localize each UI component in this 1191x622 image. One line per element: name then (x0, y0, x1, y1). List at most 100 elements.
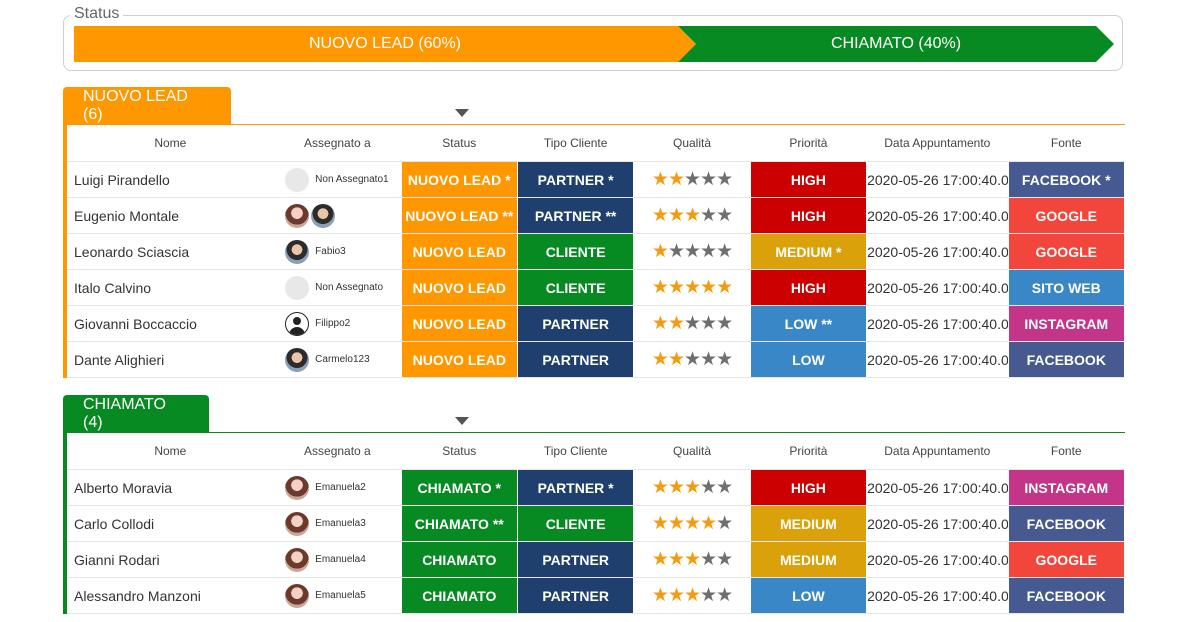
appointment-date[interactable]: 2020-05-26 17:00:40.0 (866, 469, 1009, 506)
star-filled-icon[interactable]: ★ (667, 169, 685, 190)
star-filled-icon[interactable]: ★ (667, 549, 685, 570)
source-badge[interactable]: FACEBOOK (1008, 505, 1126, 542)
star-filled-icon[interactable]: ★ (700, 277, 717, 298)
column-header[interactable]: Data Appuntamento (866, 125, 1009, 162)
source-badge[interactable]: SITO WEB (1008, 269, 1126, 306)
star-filled-icon[interactable]: ★ (683, 277, 701, 298)
priority-badge[interactable]: LOW (750, 341, 868, 378)
appointment-date[interactable]: 2020-05-26 17:00:40.0 (866, 505, 1009, 542)
client-type-badge[interactable]: PARTNER (517, 341, 635, 378)
quality-rating[interactable]: ★★★★★ (633, 505, 751, 542)
appointment-date[interactable]: 2020-05-26 17:00:40.0 (866, 233, 1009, 270)
lead-name-cell[interactable]: Leonardo Sciascia (67, 233, 275, 270)
priority-badge[interactable]: LOW (750, 577, 868, 614)
avatar[interactable] (285, 583, 310, 608)
star-rating[interactable]: ★★★★★ (651, 205, 733, 226)
star-filled-icon[interactable]: ★ (651, 585, 669, 606)
source-badge[interactable]: GOOGLE (1008, 233, 1126, 270)
assignee-cell[interactable]: Non Assegnato (273, 269, 402, 306)
lead-name-cell[interactable]: Alberto Moravia (67, 469, 275, 506)
star-empty-icon[interactable]: ★ (683, 349, 701, 370)
quality-rating[interactable]: ★★★★★ (633, 469, 751, 506)
star-rating[interactable]: ★★★★★ (652, 349, 733, 370)
avatar[interactable] (285, 475, 310, 500)
column-header[interactable]: Tipo Cliente (517, 125, 634, 162)
appointment-date[interactable]: 2020-05-26 17:00:40.0 (866, 305, 1009, 342)
client-type-badge[interactable]: PARTNER ** (517, 197, 635, 234)
table-row[interactable]: Luigi Pirandello Non Assegnato1 NUOVO LEAD… (67, 161, 1126, 198)
star-empty-icon[interactable]: ★ (700, 585, 717, 606)
star-filled-icon[interactable]: ★ (651, 241, 669, 262)
lead-name-cell[interactable]: Dante Alighieri (67, 341, 275, 378)
column-header[interactable]: Qualità (633, 433, 751, 470)
assignee-cell[interactable]: Non Assegnato1 (273, 161, 402, 198)
star-empty-icon[interactable]: ★ (700, 241, 717, 262)
star-rating[interactable]: ★★★★★ (651, 313, 733, 334)
star-rating[interactable]: ★★★★★ (651, 241, 733, 262)
star-filled-icon[interactable]: ★ (683, 205, 701, 226)
star-filled-icon[interactable]: ★ (683, 513, 701, 534)
star-empty-icon[interactable]: ★ (700, 205, 717, 226)
star-filled-icon[interactable]: ★ (683, 477, 701, 498)
quality-rating[interactable]: ★★★★★ (633, 197, 751, 234)
table-row[interactable]: Gianni Rodari Emanuela4 CHIAMATO PARTNER ★★★… (67, 541, 1126, 578)
star-empty-icon[interactable]: ★ (700, 313, 717, 334)
status-badge[interactable]: NUOVO LEAD * (401, 161, 518, 198)
avatar[interactable] (285, 203, 310, 228)
appointment-date[interactable]: 2020-05-26 17:00:40.0 (866, 341, 1009, 378)
lead-name-cell[interactable]: Carlo Collodi (67, 505, 275, 542)
priority-badge[interactable]: MEDIUM * (750, 233, 868, 270)
star-empty-icon[interactable]: ★ (700, 477, 717, 498)
appointment-date[interactable]: 2020-05-26 17:00:40.0 (866, 541, 1009, 578)
star-filled-icon[interactable]: ★ (667, 477, 685, 498)
assignee-cell[interactable]: Filippo2 (273, 305, 402, 342)
lead-name-cell[interactable]: Eugenio Montale (67, 197, 275, 234)
quality-rating[interactable]: ★★★★★ (633, 233, 751, 270)
avatar-placeholder[interactable] (285, 167, 310, 192)
client-type-badge[interactable]: PARTNER (517, 541, 635, 578)
lead-name-cell[interactable]: Italo Calvino (67, 269, 275, 306)
column-header[interactable]: Priorità (750, 433, 867, 470)
quality-rating[interactable]: ★★★★★ (633, 541, 751, 578)
client-type-badge[interactable]: PARTNER * (517, 469, 635, 506)
star-filled-icon[interactable]: ★ (651, 513, 669, 534)
star-filled-icon[interactable]: ★ (651, 313, 669, 334)
star-empty-icon[interactable]: ★ (716, 477, 733, 498)
source-badge[interactable]: INSTAGRAM (1008, 469, 1126, 506)
star-filled-icon[interactable]: ★ (651, 205, 669, 226)
avatar-placeholder[interactable] (285, 275, 310, 300)
star-empty-icon[interactable]: ★ (716, 205, 733, 226)
source-badge[interactable]: INSTAGRAM (1008, 305, 1126, 342)
table-row[interactable]: Alberto Moravia Emanuela2 CHIAMATO * PARTNE… (67, 469, 1126, 506)
quality-rating[interactable]: ★★★★★ (633, 577, 751, 614)
star-empty-icon[interactable]: ★ (716, 241, 733, 262)
table-row[interactable]: Carlo Collodi Emanuela3 CHIAMATO ** CLIENTE… (67, 505, 1126, 542)
star-empty-icon[interactable]: ★ (667, 241, 685, 262)
column-header[interactable]: Data Appuntamento (866, 433, 1009, 470)
star-filled-icon[interactable]: ★ (683, 585, 701, 606)
source-badge[interactable]: GOOGLE (1008, 197, 1126, 234)
star-empty-icon[interactable]: ★ (716, 349, 733, 370)
star-filled-icon[interactable]: ★ (651, 549, 669, 570)
column-header[interactable]: Status (401, 433, 518, 470)
avatar[interactable] (285, 547, 310, 572)
priority-badge[interactable]: HIGH (750, 161, 868, 198)
status-badge[interactable]: NUOVO LEAD ** (401, 197, 518, 234)
status-badge[interactable]: CHIAMATO (401, 541, 518, 578)
status-badge[interactable]: CHIAMATO (401, 577, 518, 614)
client-type-badge[interactable]: PARTNER (517, 577, 635, 614)
lead-name-cell[interactable]: Luigi Pirandello (67, 161, 275, 198)
column-header[interactable]: Fonte (1008, 433, 1125, 470)
appointment-date[interactable]: 2020-05-26 17:00:40.0 (866, 269, 1009, 306)
star-rating[interactable]: ★★★★★ (651, 549, 733, 570)
group-tab-chiamato[interactable]: CHIAMATO (4) (63, 395, 209, 433)
star-empty-icon[interactable]: ★ (683, 241, 701, 262)
status-badge[interactable]: NUOVO LEAD (401, 233, 518, 270)
column-header[interactable]: Fonte (1008, 125, 1125, 162)
caret-down-icon[interactable] (455, 417, 469, 425)
client-type-badge[interactable]: CLIENTE (517, 505, 635, 542)
star-filled-icon[interactable]: ★ (667, 313, 685, 334)
appointment-date[interactable]: 2020-05-26 17:00:40.0 (866, 161, 1009, 198)
assignee-cell[interactable]: Carmelo123 (273, 341, 402, 378)
client-type-badge[interactable]: CLIENTE (517, 233, 635, 270)
